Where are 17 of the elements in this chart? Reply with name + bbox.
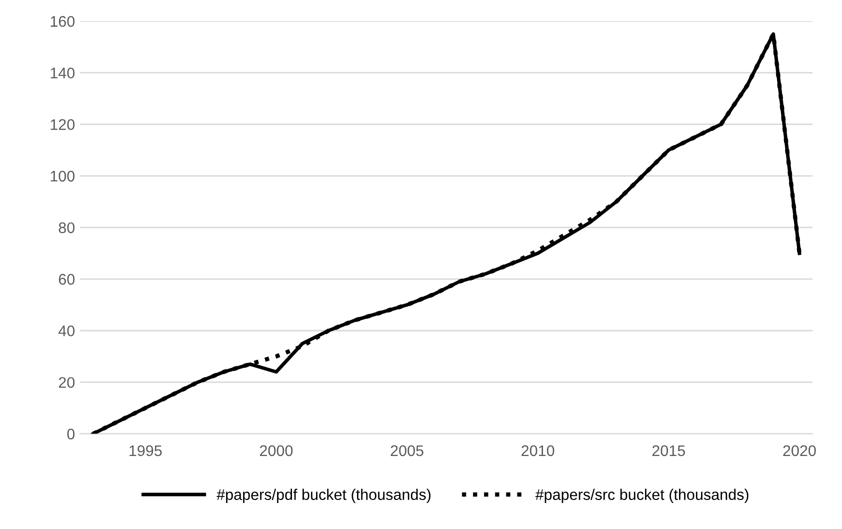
y-tick-label: 160 [50, 16, 75, 27]
x-tick-label: 2015 [652, 445, 685, 456]
y-tick-label: 120 [50, 119, 75, 130]
legend-label: #papers/src bucket (thousands) [535, 488, 748, 504]
legend-label: #papers/pdf bucket (thousands) [216, 488, 430, 504]
y-tick-label: 20 [58, 377, 75, 388]
x-tick-label: 2005 [390, 445, 424, 456]
y-tick-label: 60 [58, 274, 75, 285]
y-tick-label: 100 [50, 170, 75, 182]
y-tick-label: 0 [67, 428, 75, 440]
x-tick-label: 2010 [522, 445, 554, 456]
y-tick-label: 80 [58, 222, 75, 234]
x-tick-label: 1995 [130, 445, 162, 456]
y-tick-label: 40 [58, 325, 75, 336]
x-tick-label: 2000 [260, 445, 293, 456]
x-tick-label: 2020 [783, 445, 816, 456]
y-tick-label: 140 [50, 68, 75, 78]
